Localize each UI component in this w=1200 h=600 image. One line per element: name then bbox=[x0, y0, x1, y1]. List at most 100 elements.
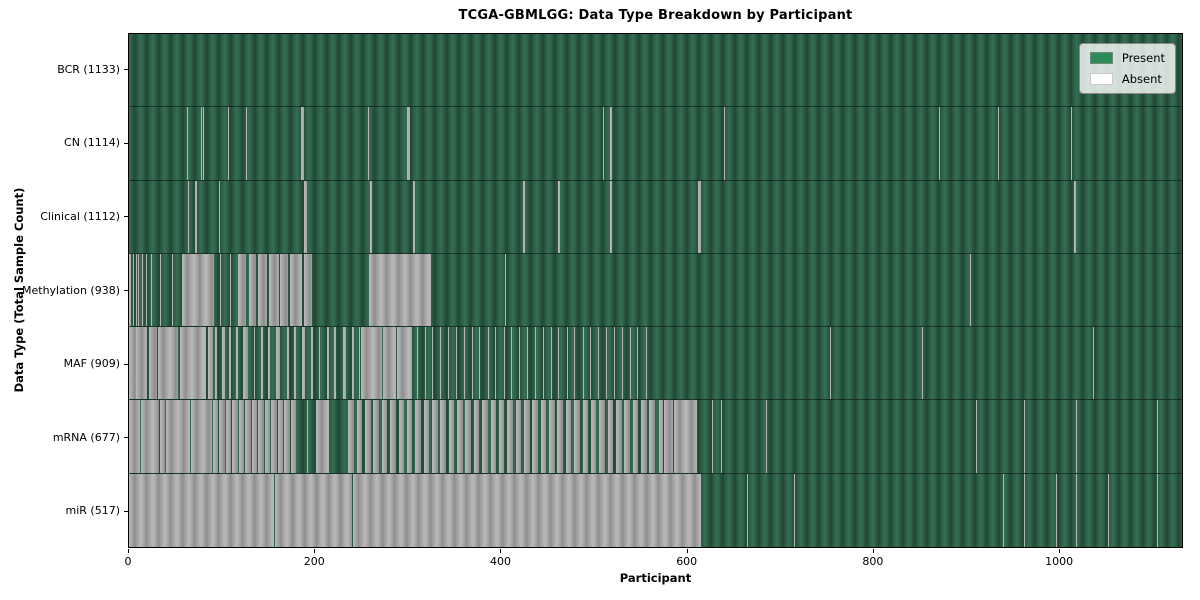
absent-segment bbox=[1156, 400, 1158, 473]
absent-segment bbox=[194, 180, 197, 253]
row-mRNA bbox=[129, 400, 1182, 474]
absent-segment bbox=[1076, 400, 1078, 473]
absent-segment bbox=[228, 107, 230, 180]
absent-segment bbox=[765, 400, 767, 473]
absent-segment bbox=[415, 400, 421, 473]
row-Clinical bbox=[129, 180, 1182, 254]
absent-segment bbox=[334, 327, 337, 400]
x-tick-400 bbox=[500, 549, 502, 553]
absent-segment bbox=[503, 327, 505, 400]
absent-segment bbox=[136, 327, 147, 400]
absent-segment bbox=[605, 327, 607, 400]
absent-segment bbox=[582, 327, 584, 400]
absent-segment bbox=[286, 327, 289, 400]
absent-segment bbox=[558, 180, 561, 253]
absent-segment bbox=[1074, 180, 1077, 253]
absent-segment bbox=[381, 400, 388, 473]
absent-segment bbox=[557, 400, 563, 473]
absent-segment bbox=[490, 400, 497, 473]
legend-label-present: Present bbox=[1121, 51, 1165, 65]
x-tick-800 bbox=[872, 549, 874, 553]
absent-segment bbox=[245, 400, 251, 473]
absent-segment bbox=[423, 400, 430, 473]
x-tick-label-400: 400 bbox=[489, 555, 511, 568]
absent-segment bbox=[463, 327, 465, 400]
absent-segment bbox=[294, 327, 297, 400]
absent-segment bbox=[373, 400, 379, 473]
y-tick-Clinical bbox=[124, 216, 128, 218]
absent-segment bbox=[258, 253, 268, 327]
absent-segment bbox=[649, 400, 656, 473]
absent-segment bbox=[368, 253, 432, 327]
row-miR bbox=[129, 473, 1182, 547]
absent-segment bbox=[132, 253, 134, 327]
row-MAF bbox=[129, 327, 1182, 401]
absent-segment bbox=[523, 180, 525, 253]
absent-segment bbox=[1071, 107, 1073, 180]
absent-segment bbox=[526, 327, 528, 400]
row-Methylation bbox=[129, 253, 1182, 328]
absent-segment bbox=[610, 107, 613, 180]
absent-segment bbox=[448, 400, 455, 473]
y-tick-label-CN: CN (1114) bbox=[64, 136, 120, 150]
absent-segment bbox=[540, 400, 547, 473]
chart-title: TCGA-GBMLGG: Data Type Breakdown by Part… bbox=[458, 8, 853, 23]
absent-segment bbox=[532, 400, 538, 473]
x-tick-600 bbox=[686, 549, 688, 553]
absent-segment bbox=[431, 400, 438, 473]
absent-segment bbox=[303, 180, 307, 253]
absent-segment bbox=[482, 400, 488, 473]
absent-segment bbox=[207, 327, 213, 400]
absent-segment bbox=[566, 327, 568, 400]
absent-segment bbox=[723, 107, 725, 180]
absent-segment bbox=[558, 327, 560, 400]
absent-segment bbox=[303, 253, 313, 327]
absent-segment bbox=[550, 327, 552, 400]
absent-segment bbox=[356, 400, 363, 473]
absent-segment bbox=[975, 400, 977, 473]
absent-segment bbox=[237, 253, 247, 327]
absent-segment bbox=[235, 327, 238, 400]
absent-segment bbox=[142, 253, 143, 327]
absent-segment bbox=[599, 400, 605, 473]
absent-segment bbox=[246, 107, 248, 180]
absent-segment bbox=[253, 327, 256, 400]
absent-segment bbox=[348, 400, 354, 473]
absent-segment bbox=[515, 400, 522, 473]
absent-segment bbox=[264, 400, 271, 473]
absent-segment bbox=[290, 400, 297, 473]
absent-segment bbox=[221, 327, 225, 400]
absent-segment bbox=[711, 400, 713, 473]
absent-segment bbox=[238, 400, 245, 473]
absent-segment bbox=[829, 327, 831, 400]
legend-label-absent: Absent bbox=[1121, 72, 1162, 86]
absent-segment bbox=[495, 327, 497, 400]
absent-segment bbox=[602, 107, 604, 180]
absent-segment bbox=[306, 400, 308, 473]
absent-segment bbox=[365, 400, 371, 473]
absent-segment bbox=[1024, 400, 1025, 473]
absent-segment bbox=[431, 327, 433, 400]
row-BCR bbox=[129, 34, 1182, 108]
absent-segment bbox=[413, 180, 416, 253]
absent-segment bbox=[921, 327, 923, 400]
absent-segment bbox=[369, 180, 372, 253]
absent-segment bbox=[361, 327, 382, 400]
absent-segment bbox=[145, 253, 147, 327]
absent-segment bbox=[280, 253, 288, 327]
absent-segment bbox=[637, 327, 639, 400]
absent-segment bbox=[1024, 473, 1025, 547]
absent-segment bbox=[498, 400, 505, 473]
absent-segment bbox=[251, 400, 258, 473]
absent-segment bbox=[243, 327, 248, 400]
absent-segment bbox=[997, 107, 999, 180]
x-tick-1000 bbox=[1059, 549, 1061, 553]
legend-swatch-present-icon bbox=[1089, 52, 1113, 64]
y-tick-mRNA bbox=[124, 437, 128, 439]
absent-segment bbox=[614, 327, 616, 400]
absent-segment bbox=[229, 327, 232, 400]
y-tick-MAF bbox=[124, 363, 128, 365]
absent-segment bbox=[440, 400, 446, 473]
absent-segment bbox=[424, 327, 426, 400]
absent-segment bbox=[673, 400, 697, 473]
